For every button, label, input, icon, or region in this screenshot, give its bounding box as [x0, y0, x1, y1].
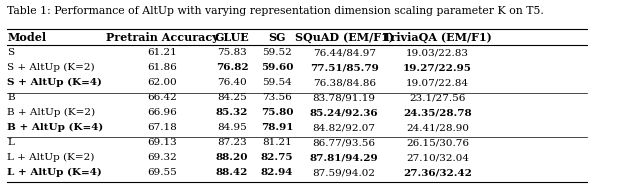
- Text: 87.23: 87.23: [217, 138, 247, 147]
- Text: 81.21: 81.21: [262, 138, 292, 147]
- Text: B + AltUp (K=2): B + AltUp (K=2): [7, 108, 95, 117]
- Text: S: S: [7, 48, 15, 57]
- Text: 82.94: 82.94: [261, 168, 293, 177]
- Text: 76.38/84.86: 76.38/84.86: [313, 78, 376, 87]
- Text: 26.15/30.76: 26.15/30.76: [406, 138, 469, 147]
- Text: TriviaQA (EM/F1): TriviaQA (EM/F1): [383, 32, 492, 43]
- Text: 59.60: 59.60: [260, 63, 293, 72]
- Text: 76.40: 76.40: [217, 78, 247, 87]
- Text: B: B: [7, 93, 15, 102]
- Text: 76.44/84.97: 76.44/84.97: [313, 48, 376, 57]
- Text: L: L: [7, 138, 14, 147]
- Text: 27.36/32.42: 27.36/32.42: [403, 168, 472, 177]
- Text: 27.10/32.04: 27.10/32.04: [406, 153, 469, 162]
- Text: 87.59/94.02: 87.59/94.02: [313, 168, 376, 177]
- Text: 66.42: 66.42: [148, 93, 177, 102]
- Text: 84.82/92.07: 84.82/92.07: [313, 123, 376, 132]
- Text: Table 1: Performance of AltUp with varying representation dimension scaling para: Table 1: Performance of AltUp with varyi…: [7, 6, 544, 16]
- Text: 76.82: 76.82: [216, 63, 248, 72]
- Text: 23.1/27.56: 23.1/27.56: [409, 93, 465, 102]
- Text: 88.20: 88.20: [216, 153, 248, 162]
- Text: 84.25: 84.25: [217, 93, 247, 102]
- Text: S + AltUp (K=4): S + AltUp (K=4): [7, 78, 102, 88]
- Text: 87.81/94.29: 87.81/94.29: [310, 153, 378, 162]
- Text: 59.52: 59.52: [262, 48, 292, 57]
- Text: 61.21: 61.21: [148, 48, 177, 57]
- Text: B + AltUp (K=4): B + AltUp (K=4): [7, 123, 104, 132]
- Text: 85.24/92.36: 85.24/92.36: [310, 108, 378, 117]
- Text: 66.96: 66.96: [148, 108, 177, 117]
- Text: 75.83: 75.83: [217, 48, 247, 57]
- Text: SQuAD (EM/F1): SQuAD (EM/F1): [295, 32, 394, 43]
- Text: 78.91: 78.91: [260, 123, 293, 132]
- Text: 67.18: 67.18: [148, 123, 177, 132]
- Text: L + AltUp (K=4): L + AltUp (K=4): [7, 168, 102, 177]
- Text: Model: Model: [7, 32, 47, 43]
- Text: 62.00: 62.00: [148, 78, 177, 87]
- Text: 82.75: 82.75: [260, 153, 293, 162]
- Text: 59.54: 59.54: [262, 78, 292, 87]
- Text: 73.56: 73.56: [262, 93, 292, 102]
- Text: S + AltUp (K=2): S + AltUp (K=2): [7, 63, 95, 73]
- Text: 69.55: 69.55: [148, 168, 177, 177]
- Text: SG: SG: [268, 32, 286, 43]
- Text: 24.35/28.78: 24.35/28.78: [403, 108, 472, 117]
- Text: 86.77/93.56: 86.77/93.56: [313, 138, 376, 147]
- Text: 75.80: 75.80: [260, 108, 293, 117]
- Text: GLUE: GLUE: [214, 32, 250, 43]
- Text: 61.86: 61.86: [148, 63, 177, 72]
- Text: 24.41/28.90: 24.41/28.90: [406, 123, 469, 132]
- Text: 77.51/85.79: 77.51/85.79: [310, 63, 378, 72]
- Text: L + AltUp (K=2): L + AltUp (K=2): [7, 153, 95, 162]
- Text: 69.32: 69.32: [148, 153, 177, 162]
- Text: 19.27/22.95: 19.27/22.95: [403, 63, 472, 72]
- Text: 84.95: 84.95: [217, 123, 247, 132]
- Text: 85.32: 85.32: [216, 108, 248, 117]
- Text: 88.42: 88.42: [216, 168, 248, 177]
- Text: 83.78/91.19: 83.78/91.19: [313, 93, 376, 102]
- Text: 69.13: 69.13: [148, 138, 177, 147]
- Text: Pretrain Accuracy: Pretrain Accuracy: [106, 32, 219, 43]
- Text: 19.03/22.83: 19.03/22.83: [406, 48, 469, 57]
- Text: 19.07/22.84: 19.07/22.84: [406, 78, 469, 87]
